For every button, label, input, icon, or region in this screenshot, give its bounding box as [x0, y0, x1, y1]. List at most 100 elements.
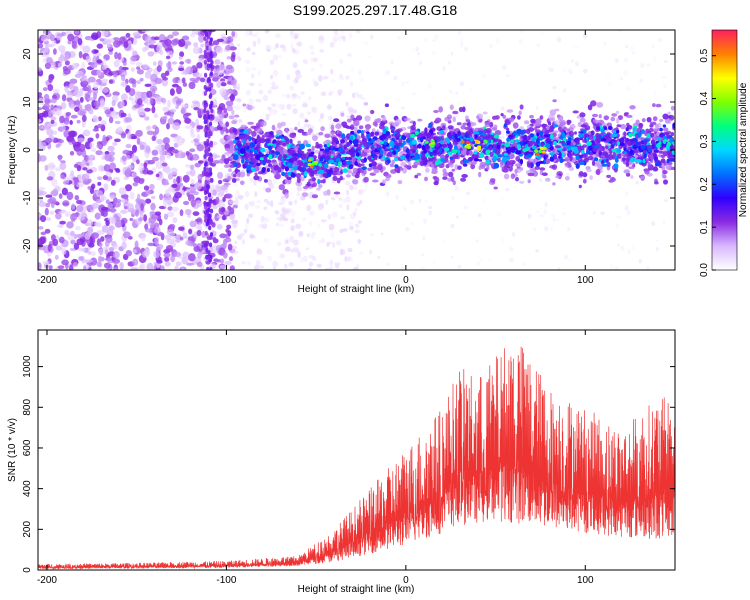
spectrogram-cell	[650, 132, 655, 138]
spectrogram-cell	[540, 32, 544, 36]
spectrogram-cell	[568, 258, 572, 262]
spectrogram-cell	[322, 75, 329, 80]
spectrogram-cell	[156, 139, 164, 145]
spectrogram-cell	[313, 182, 317, 188]
spectrogram-cell	[347, 247, 353, 253]
spectrogram-cell	[150, 223, 156, 229]
spectrogram-cell	[617, 243, 620, 247]
spectrogram-cell	[190, 178, 195, 186]
spectrogram-cell	[222, 252, 228, 259]
spectrogram-cell	[635, 181, 639, 185]
spectrogram-cell	[226, 105, 233, 112]
spectrogram-cell	[220, 82, 227, 87]
spectrogram-cell	[302, 59, 309, 65]
spectrogram-cell	[109, 162, 117, 170]
spectrogram-cell	[203, 119, 207, 125]
spectrogram-cell	[459, 81, 464, 87]
spectrogram-cell	[600, 211, 605, 215]
spectrogram-cell	[386, 262, 390, 266]
spectrogram-cell	[209, 71, 213, 76]
spectrogram-cell	[320, 126, 325, 132]
spectrogram-cell	[371, 146, 375, 150]
spectrogram-cell	[310, 57, 315, 63]
spectrogram-cell	[652, 166, 659, 172]
spectrogram-cell	[405, 226, 410, 232]
spectrogram-cell	[150, 202, 156, 211]
spectrogram-cell	[47, 162, 56, 171]
spectrogram-cell	[186, 58, 192, 64]
spectrogram-cell	[504, 142, 511, 148]
spectrogram-cell	[450, 176, 455, 183]
spectrogram-cell	[219, 233, 227, 239]
spectrogram-cell	[372, 179, 379, 183]
spectrogram-cell	[143, 214, 148, 222]
spectrogram-cell	[191, 30, 196, 36]
spectrogram-cell	[265, 187, 272, 193]
spectrogram-cell	[256, 249, 263, 255]
spectrogram-cell	[197, 251, 203, 259]
spectrogram-cell	[255, 154, 261, 160]
spectrogram-cell	[337, 89, 343, 94]
spectrogram-cell	[414, 130, 419, 136]
spectrogram-cell	[405, 154, 410, 159]
spectrogram-cell	[638, 118, 643, 122]
spectrogram-cell	[174, 191, 182, 199]
spectrogram-cell	[430, 164, 435, 168]
spectrogram-cell	[210, 100, 214, 106]
spectrogram-cell	[548, 127, 554, 133]
spectrogram-cell	[633, 150, 639, 154]
spectrogram-cell	[259, 265, 265, 269]
spectrogram-cell	[361, 151, 368, 157]
spectrogram-cell	[73, 90, 81, 97]
spectrogram-cell	[307, 111, 311, 115]
spectrogram-cell	[341, 198, 348, 203]
spectrogram-cell	[102, 58, 107, 66]
spectrogram-cell	[223, 158, 230, 165]
spectrogram-cell	[646, 117, 652, 123]
spectrogram-cell	[51, 94, 58, 100]
spectrogram-cell	[38, 97, 45, 105]
spectrogram-cell	[439, 140, 444, 145]
spectrogram-cell	[367, 167, 372, 171]
spectrogram-cell	[87, 85, 92, 92]
spectrogram-cell	[148, 44, 157, 49]
spectrogram-cell	[302, 217, 307, 221]
spectrogram-cell	[81, 159, 87, 167]
spectrogram-cell	[519, 141, 525, 146]
spectrogram-cell	[55, 143, 60, 148]
spectrogram-cell	[198, 34, 205, 43]
spectrogram-cell	[297, 251, 302, 258]
spectrogram-cell	[629, 105, 636, 110]
spectrogram-cell	[67, 33, 75, 42]
spectrogram-cell	[434, 34, 439, 40]
spectrogram-cell	[223, 182, 231, 186]
spectrogram-cell	[188, 186, 197, 194]
spectrogram-cell	[225, 147, 230, 152]
spectrogram-cell	[70, 170, 75, 177]
spectrogram-cell	[139, 144, 145, 151]
spectrogram-cell	[148, 39, 157, 44]
spectrogram-cell	[249, 200, 255, 207]
spectrogram-cell	[655, 246, 659, 252]
spectrogram-cell	[203, 200, 207, 206]
spectrogram-cell	[192, 46, 201, 54]
spectrogram-cell	[356, 152, 360, 157]
spectrogram-cell	[417, 52, 420, 56]
spectrogram-cell	[319, 63, 323, 68]
spectrogram-cell	[454, 133, 459, 139]
spectrogram-cell	[464, 133, 469, 139]
spectrogram-cell	[650, 154, 654, 161]
spectrogram-cell	[595, 137, 601, 144]
spectrogram-cell	[614, 266, 620, 270]
spectrogram-cell	[653, 90, 657, 96]
spectrogram-cell	[370, 233, 374, 237]
spectrogram-cell	[286, 74, 291, 81]
spectrogram-cell	[380, 232, 384, 235]
spectrogram-cell	[196, 125, 204, 130]
spectrogram-cell	[586, 168, 592, 173]
spectrogram-cell	[543, 208, 547, 215]
spectrogram-cell	[320, 91, 327, 97]
spectrogram-cell	[79, 96, 84, 103]
spectrogram-cell	[91, 232, 99, 239]
spectrogram-cell	[147, 51, 155, 57]
